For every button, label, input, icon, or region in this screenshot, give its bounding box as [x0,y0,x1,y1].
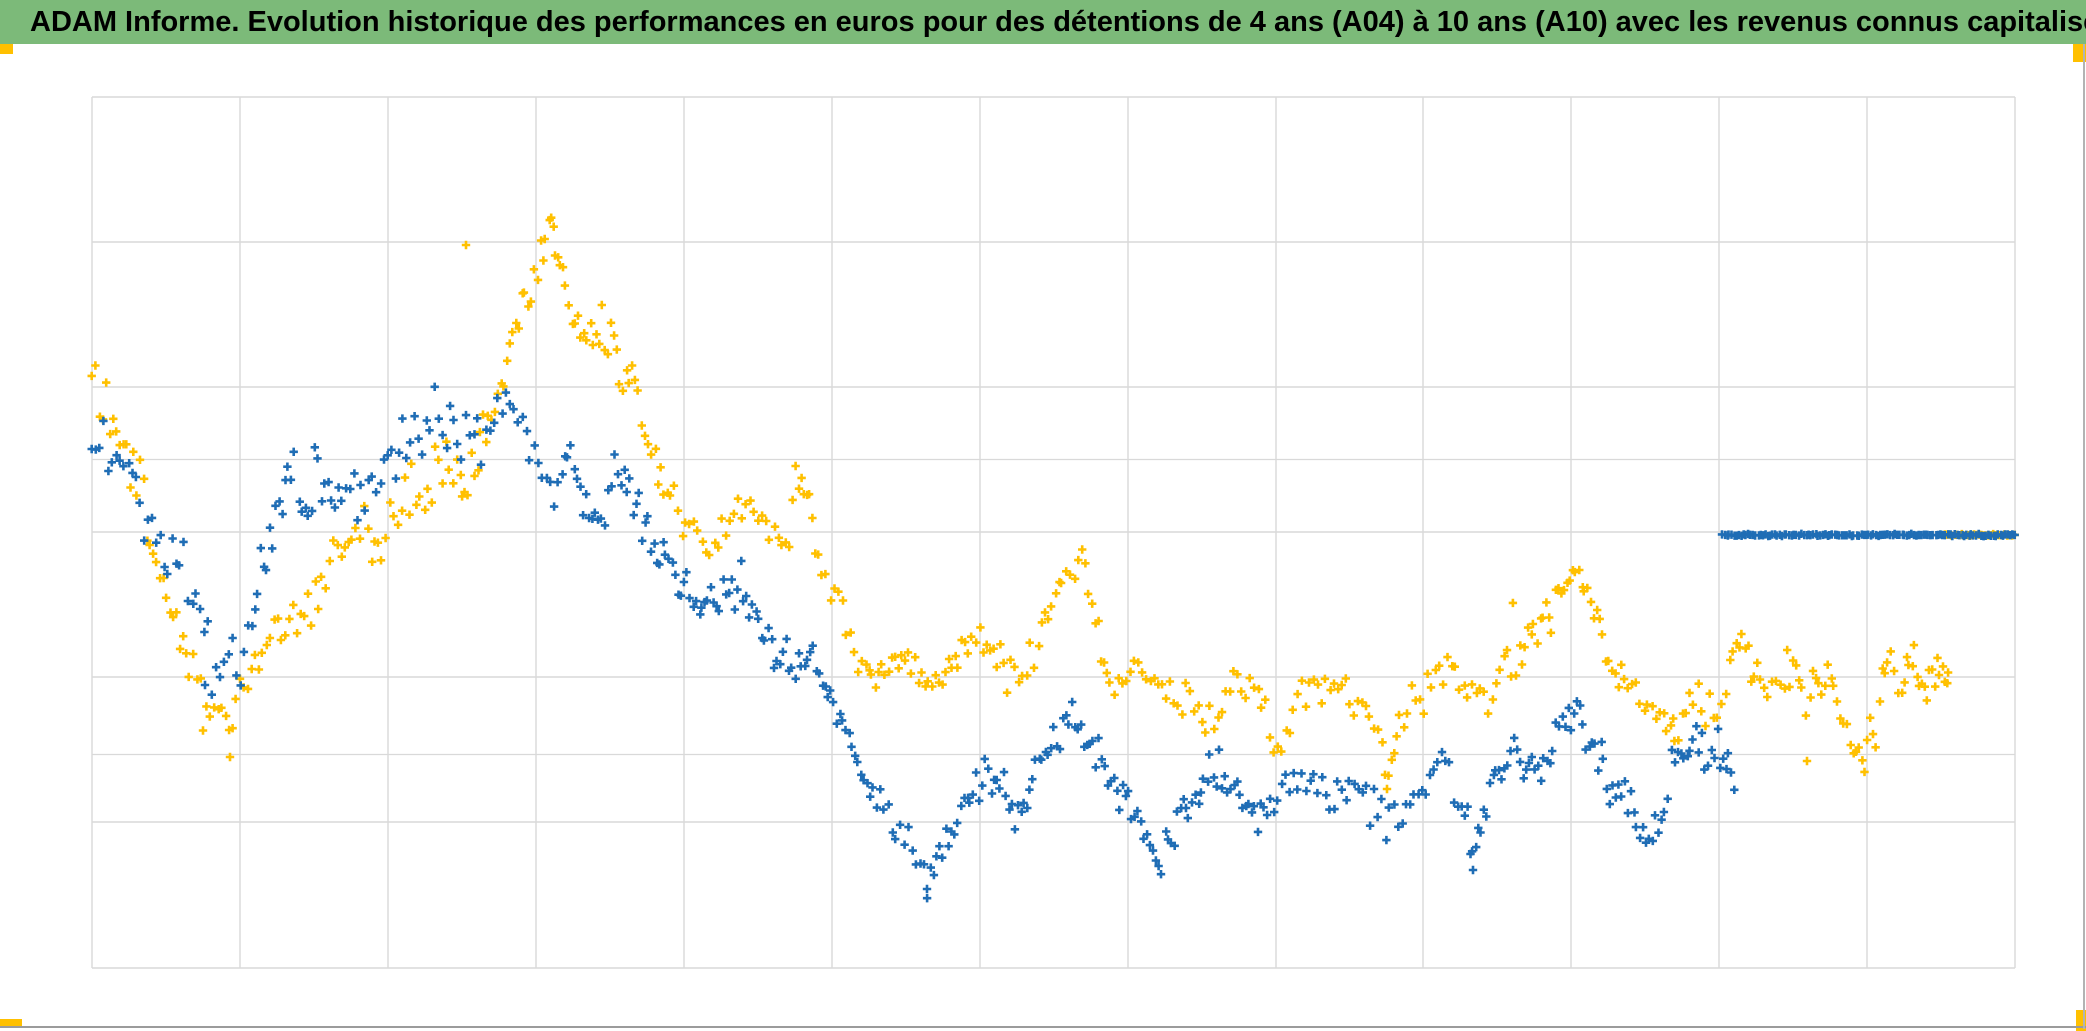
corner-accent-3 [2076,1010,2086,1031]
chart-gridlines [91,96,2016,969]
series-blue-markers [87,382,2019,903]
chart-title-bar: ADAM Informe. Evolution historique des p… [0,0,2086,44]
corner-accent-1 [2073,44,2086,62]
bottom-window-rule [0,1026,2086,1028]
corner-accent-0 [0,44,13,54]
right-window-rule [2083,44,2085,1029]
corner-accent-2 [0,1019,22,1028]
chart-title: ADAM Informe. Evolution historique des p… [30,5,2086,38]
series-gold-markers [87,213,2019,794]
